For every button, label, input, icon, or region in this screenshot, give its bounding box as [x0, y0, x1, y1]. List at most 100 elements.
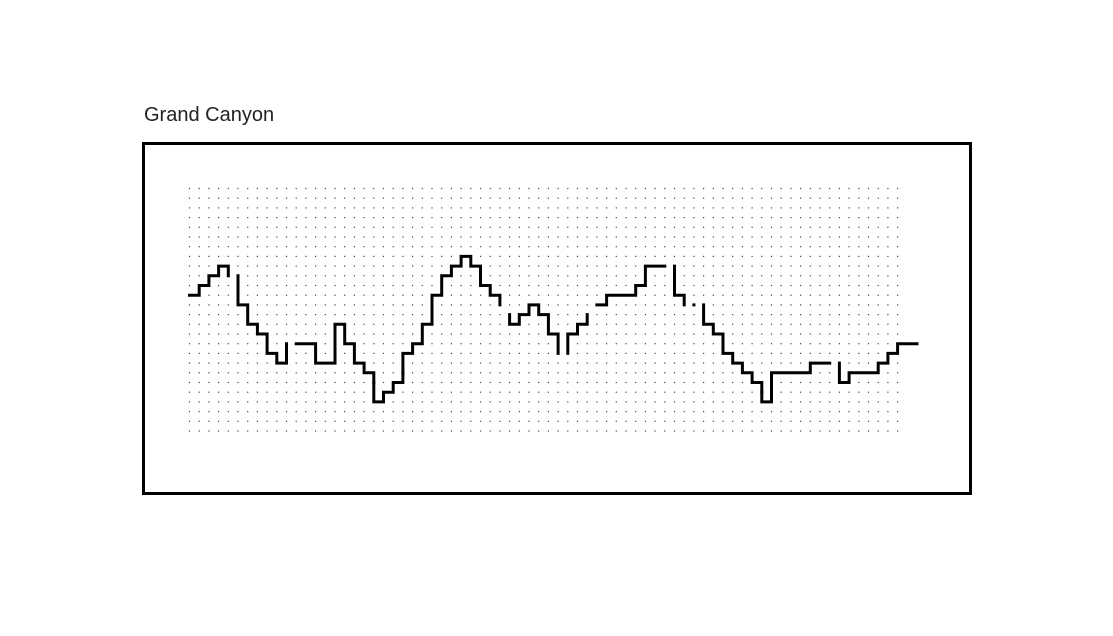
grid-dot[interactable] — [266, 362, 268, 364]
grid-dot[interactable] — [615, 333, 617, 335]
grid-dot[interactable] — [188, 430, 191, 432]
grid-dot[interactable] — [528, 246, 530, 248]
grid-dot[interactable] — [518, 381, 520, 384]
grid-dot[interactable] — [761, 197, 763, 199]
grid-dot[interactable] — [227, 207, 229, 209]
grid-dot[interactable] — [751, 333, 753, 335]
grid-dot[interactable] — [644, 420, 646, 422]
grid-dot[interactable] — [654, 323, 656, 325]
grid-dot[interactable] — [848, 323, 850, 325]
grid-dot[interactable] — [218, 401, 220, 403]
grid-dot[interactable] — [256, 207, 258, 209]
grid-dot[interactable] — [761, 217, 763, 219]
grid-dot[interactable] — [315, 275, 317, 277]
grid-dot[interactable] — [305, 333, 307, 335]
grid-dot[interactable] — [324, 187, 326, 190]
grid-dot[interactable] — [218, 284, 220, 287]
grid-dot[interactable] — [790, 284, 792, 287]
grid-dot[interactable] — [567, 187, 569, 190]
grid-dot[interactable] — [809, 294, 811, 296]
grid-dot[interactable] — [557, 401, 559, 403]
grid-dot[interactable] — [528, 236, 530, 238]
grid-dot[interactable] — [528, 333, 530, 335]
grid-dot[interactable] — [848, 304, 850, 306]
grid-dot[interactable] — [460, 246, 462, 248]
grid-dot[interactable] — [305, 401, 307, 403]
grid-dot[interactable] — [256, 187, 258, 190]
grid-dot[interactable] — [441, 430, 443, 432]
grid-dot[interactable] — [673, 304, 676, 306]
grid-dot[interactable] — [499, 265, 501, 267]
grid-dot[interactable] — [208, 343, 210, 345]
grid-dot[interactable] — [363, 411, 365, 413]
grid-dot[interactable] — [800, 411, 802, 413]
grid-dot[interactable] — [897, 197, 899, 199]
grid-dot[interactable] — [412, 333, 414, 335]
grid-dot[interactable] — [373, 343, 375, 345]
grid-dot[interactable] — [644, 207, 646, 209]
grid-dot[interactable] — [790, 381, 792, 384]
grid-dot[interactable] — [256, 411, 258, 413]
grid-dot[interactable] — [470, 314, 472, 316]
grid-dot[interactable] — [266, 197, 268, 199]
grid-dot[interactable] — [625, 304, 627, 306]
grid-dot[interactable] — [247, 401, 249, 403]
grid-dot[interactable] — [276, 343, 278, 345]
grid-dot[interactable] — [741, 226, 743, 228]
grid-dot[interactable] — [285, 236, 288, 238]
grid-dot[interactable] — [353, 294, 355, 296]
grid-dot[interactable] — [867, 226, 870, 228]
grid-dot[interactable] — [402, 411, 404, 413]
grid-dot[interactable] — [693, 226, 695, 228]
grid-dot[interactable] — [470, 246, 472, 248]
grid-dot[interactable] — [441, 352, 443, 354]
grid-dot[interactable] — [402, 236, 404, 238]
grid-dot[interactable] — [460, 294, 462, 296]
grid-dot[interactable] — [703, 352, 705, 354]
grid-dot[interactable] — [819, 401, 821, 403]
grid-dot[interactable] — [615, 284, 617, 287]
grid-dot[interactable] — [285, 411, 288, 413]
grid-dot[interactable] — [867, 207, 870, 209]
grid-dot[interactable] — [606, 362, 608, 364]
grid-dot[interactable] — [256, 197, 258, 199]
grid-dot[interactable] — [887, 294, 889, 296]
grid-dot[interactable] — [538, 207, 540, 209]
grid-dot[interactable] — [673, 314, 676, 316]
grid-dot[interactable] — [693, 411, 695, 413]
grid-dot[interactable] — [499, 207, 501, 209]
grid-dot[interactable] — [838, 226, 840, 228]
grid-dot[interactable] — [693, 265, 695, 267]
grid-dot[interactable] — [673, 411, 676, 413]
grid-dot[interactable] — [402, 187, 404, 190]
grid-dot[interactable] — [315, 217, 317, 219]
grid-dot[interactable] — [382, 372, 385, 374]
grid-dot[interactable] — [285, 323, 288, 325]
grid-dot[interactable] — [353, 381, 355, 384]
grid-dot[interactable] — [256, 314, 258, 316]
grid-dot[interactable] — [683, 333, 685, 335]
grid-dot[interactable] — [412, 284, 414, 287]
grid-dot[interactable] — [829, 284, 831, 287]
grid-dot[interactable] — [382, 420, 385, 422]
grid-dot[interactable] — [838, 411, 840, 413]
grid-dot[interactable] — [722, 217, 724, 219]
grid-dot[interactable] — [809, 197, 811, 199]
grid-dot[interactable] — [732, 372, 734, 374]
grid-dot[interactable] — [819, 187, 821, 190]
grid-dot[interactable] — [829, 381, 831, 384]
grid-dot[interactable] — [819, 265, 821, 267]
grid-dot[interactable] — [858, 362, 860, 364]
grid-dot[interactable] — [732, 246, 734, 248]
grid-dot[interactable] — [247, 236, 249, 238]
grid-dot[interactable] — [402, 314, 404, 316]
grid-dot[interactable] — [829, 430, 831, 432]
grid-dot[interactable] — [402, 304, 404, 306]
grid-dot[interactable] — [470, 333, 472, 335]
grid-dot[interactable] — [858, 197, 860, 199]
grid-dot[interactable] — [441, 197, 443, 199]
grid-dot[interactable] — [848, 284, 850, 287]
grid-dot[interactable] — [479, 314, 482, 316]
grid-dot[interactable] — [819, 304, 821, 306]
grid-dot[interactable] — [838, 401, 840, 403]
